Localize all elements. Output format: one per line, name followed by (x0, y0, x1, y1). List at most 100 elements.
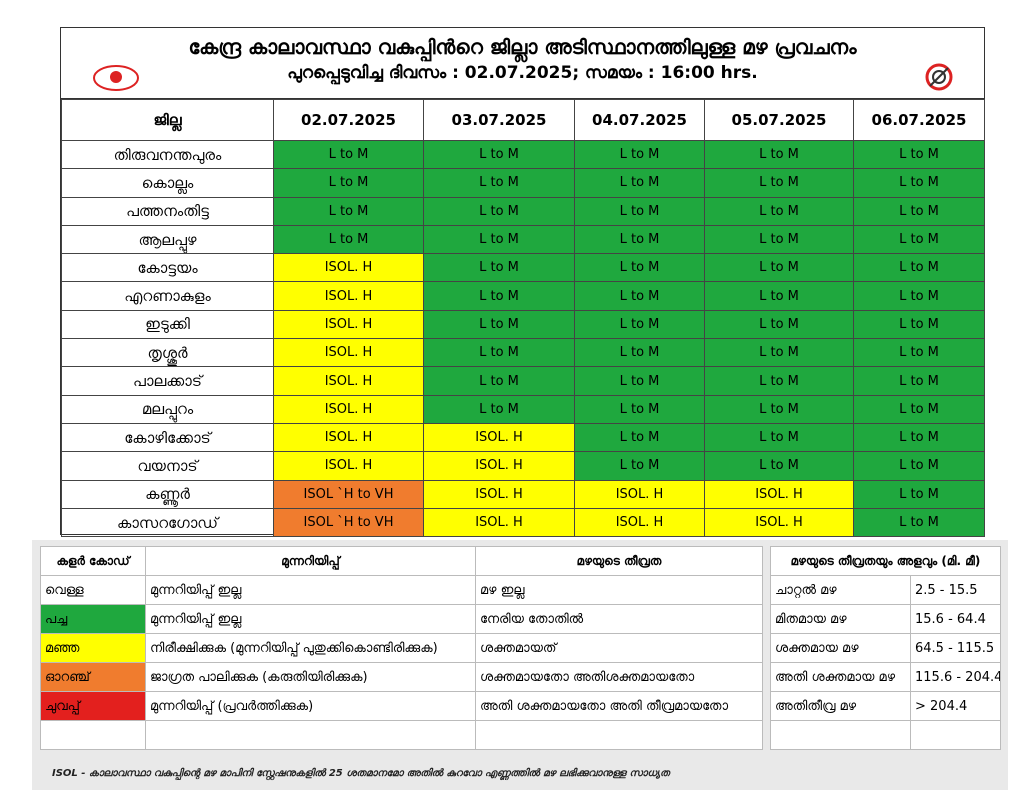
district-name: കൊല്ലം (61, 168, 274, 198)
intensity-row: അതിതീവ്ര മഴ > 204.4 (770, 691, 1001, 721)
rain-category: ശക്തമായ മഴ (770, 633, 911, 663)
forecast-cell: L to M (423, 366, 575, 396)
header-row: കളർ കോഡ് മുന്നറിയിപ്പ് മഴയുടെ തീവ്രത (40, 546, 763, 576)
forecast-cell: ISOL. H (704, 507, 854, 538)
forecast-cell: ISOL. H (423, 451, 575, 481)
district-name: തിരുവനന്തപുരം (61, 139, 274, 170)
forecast-cell: L to M (704, 338, 854, 368)
forecast-cell: ISOL. H (423, 479, 575, 509)
forecast-cell: L to M (574, 422, 705, 453)
forecast-cell: L to M (704, 139, 854, 170)
warning: മുന്നറിയിപ്പ് ഇല്ല (145, 575, 476, 605)
forecast-cell: ISOL. H (273, 366, 424, 396)
kerala-emblem (93, 65, 139, 91)
forecast-cell: ISOL `H to VH (273, 507, 424, 538)
legend-row: ഓറഞ്ച് ജാഗ്രത പാലിക്കുക (കരുതിയിരിക്കുക) ശ… (40, 662, 763, 692)
district-name: മലപ്പുറം (61, 394, 274, 424)
column-header: കളർ കോഡ് (40, 546, 146, 576)
forecast-cell: L to M (574, 281, 705, 311)
forecast-cell: ISOL. H (574, 479, 705, 509)
column-header: 05.07.2025 (704, 99, 854, 141)
rain-category: അതിതീവ്ര മഴ (770, 691, 911, 721)
forecast-cell: L to M (574, 168, 705, 198)
forecast-cell: L to M (273, 168, 424, 198)
forecast-cell: L to M (574, 253, 705, 283)
legend-panel: കളർ കോഡ് മുന്നറിയിപ്പ് മഴയുടെ തീവ്രത വെള്ള… (32, 540, 1008, 790)
forecast-cell: ISOL `H to VH (273, 479, 424, 509)
forecast-cell: ISOL. H (273, 451, 424, 481)
intensity: നേരിയ തോതിൽ (475, 604, 763, 634)
empty-cell (145, 720, 476, 750)
forecast-cell: L to M (853, 338, 985, 368)
forecast-cell: L to M (704, 422, 854, 453)
rain-category: ചാറ്റൽ മഴ (770, 575, 911, 605)
color-code: വെള്ള (40, 575, 146, 605)
forecast-cell: L to M (853, 309, 985, 340)
forecast-cell: L to M (853, 281, 985, 311)
forecast-cell: L to M (853, 168, 985, 198)
district-row: കണ്ണൂർ ISOL `H to VH ISOL. H ISOL. H ISOL. H… (61, 479, 985, 509)
forecast-cell: L to M (853, 196, 985, 226)
forecast-cell: L to M (423, 281, 575, 311)
warning: ജാഗ്രത പാലിക്കുക (കരുതിയിരിക്കുക) (145, 662, 476, 692)
column-header: 02.07.2025 (273, 99, 424, 141)
header-row: ജില്ല 02.07.2025 03.07.2025 04.07.2025 05.07… (61, 99, 985, 141)
intensity: മഴ ഇല്ല (475, 575, 763, 605)
forecast-cell: L to M (704, 253, 854, 283)
district-name: തൃശ്ശൂർ (61, 338, 274, 368)
rain-range: > 204.4 (910, 691, 1001, 721)
forecast-cell: L to M (853, 253, 985, 283)
empty-cell (475, 720, 763, 750)
forecast-cell: L to M (273, 196, 424, 226)
forecast-cell: L to M (423, 338, 575, 368)
forecast-cell: L to M (273, 139, 424, 170)
forecast-cell: L to M (853, 224, 985, 255)
district-name: പത്തനംതിട്ട (61, 196, 274, 226)
forecast-cell: ISOL. H (423, 507, 575, 538)
legend-row: ചുവപ്പ് മുന്നറിയിപ്പ് (പ്രവർത്തിക്കുക) അതി… (40, 691, 763, 721)
legend-row: മഞ്ഞ നിരീക്ഷിക്കുക (മുന്നറിയിപ്പ് പുതുക്ക… (40, 633, 763, 663)
title: കേന്ദ്ര കാലാവസ്ഥാ വകുപ്പിന്‍റെ ജില്ലാ അട… (188, 35, 857, 59)
forecast-cell: L to M (704, 196, 854, 226)
color-code: പച്ച (40, 604, 146, 634)
intensity-table: മഴയുടെ തീവ്രതയും അളവും (മി. മീ) ചാറ്റൽ മ… (770, 546, 1001, 750)
intensity: ശക്തമായത് (475, 633, 763, 663)
legend-row: വെള്ള മുന്നറിയിപ്പ് ഇല്ല മഴ ഇല്ല (40, 575, 763, 605)
forecast-cell: L to M (853, 422, 985, 453)
district-row: കാസറഗോഡ് ISOL `H to VH ISOL. H ISOL. H ISOL.… (61, 507, 985, 538)
rain-range: 15.6 - 64.4 (910, 604, 1001, 634)
footnote: ISOL - കാലാവസ്ഥാ വകുപ്പിന്റെ മഴ മാപിനി സ… (52, 768, 670, 779)
forecast-cell: L to M (704, 281, 854, 311)
district-name: എറണാകുളം (61, 281, 274, 311)
district-name: വയനാട് (61, 451, 274, 481)
forecast-cell: L to M (853, 451, 985, 481)
column-header: മുന്നറിയിപ്പ് (145, 546, 476, 576)
empty-cell (910, 720, 1001, 750)
forecast-cell: ISOL. H (273, 253, 424, 283)
rain-range: 64.5 - 115.5 (910, 633, 1001, 663)
forecast-cell: L to M (574, 366, 705, 396)
color-code: ചുവപ്പ് (40, 691, 146, 721)
forecast-cell: L to M (574, 196, 705, 226)
intensity-row: അതി ശക്തമായ മഴ 115.6 - 204.4 (770, 662, 1001, 692)
rain-category: മിതമായ മഴ (770, 604, 911, 634)
district-name: ആലപ്പുഴ (61, 224, 274, 255)
empty-row (40, 720, 763, 750)
district-name: കോഴിക്കോട് (61, 422, 274, 453)
empty-cell (770, 720, 911, 750)
subtitle: പുറപ്പെടുവിച്ച ദിവസം : 02.07.2025; സമയം … (287, 63, 758, 83)
color-code: മഞ്ഞ (40, 633, 146, 663)
forecast-cell: L to M (704, 168, 854, 198)
intensity-title: മഴയുടെ തീവ്രതയും അളവും (മി. മീ) (770, 546, 1001, 576)
forecast-cell: L to M (704, 451, 854, 481)
rain-range: 115.6 - 204.4 (910, 662, 1001, 692)
district-name: കണ്ണൂർ (61, 479, 274, 509)
intensity-row: ചാറ്റൽ മഴ 2.5 - 15.5 (770, 575, 1001, 605)
